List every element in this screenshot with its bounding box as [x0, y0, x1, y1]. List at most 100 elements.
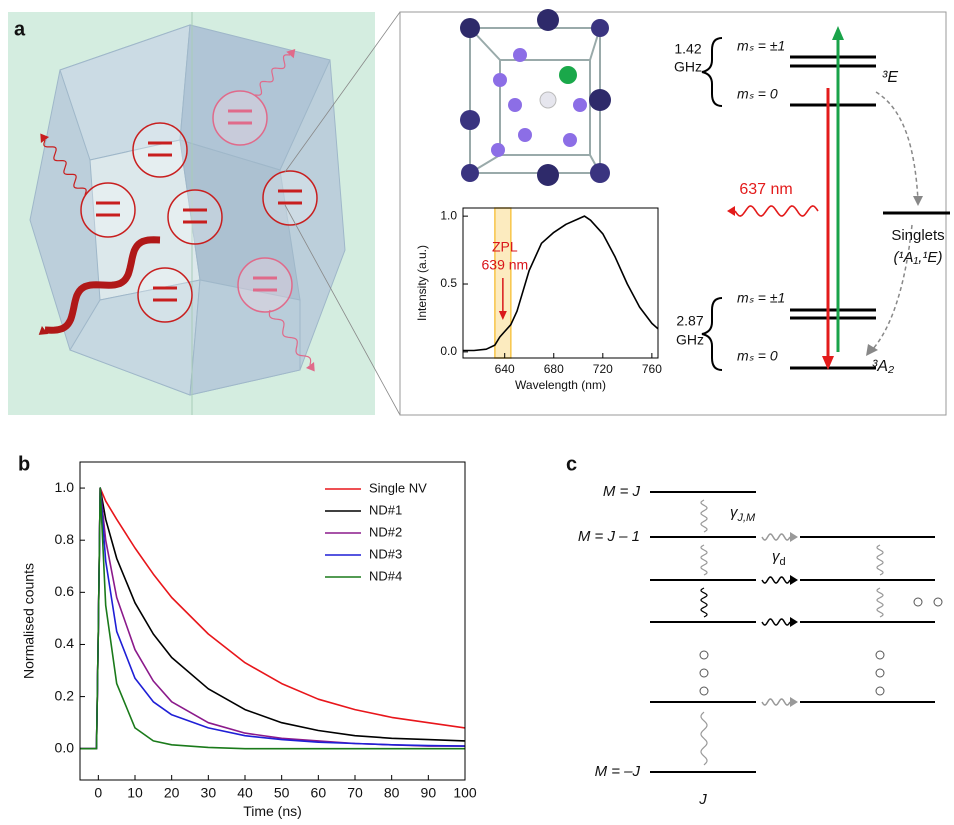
- level-label: M = J: [603, 483, 641, 500]
- state-label: (¹A₁,¹E): [894, 249, 943, 266]
- atom: [460, 18, 480, 38]
- legend-label: ND#4: [369, 568, 402, 583]
- nitrogen-atom: [559, 66, 577, 84]
- dephasing-arrow: [762, 577, 790, 583]
- series-line: [80, 488, 465, 749]
- legend-label: ND#2: [369, 524, 402, 539]
- series-line: [463, 216, 658, 350]
- x-tick-label: 40: [237, 785, 253, 801]
- x-tick-label: 70: [347, 785, 363, 801]
- page: html, body { margin: 0; padding: 0; back…: [0, 0, 954, 825]
- zoom-box: [400, 12, 946, 415]
- level-label: mₛ = 0: [737, 348, 778, 364]
- dot: [876, 669, 884, 677]
- atom: [513, 48, 527, 62]
- dephasing-arrow: [762, 619, 790, 625]
- level-diagram-labels: M = J M = J – 1 M = –J J γJ,M γd: [578, 483, 786, 808]
- atom: [573, 98, 587, 112]
- arrowhead: [913, 196, 923, 206]
- arrowhead: [790, 697, 798, 707]
- dot: [876, 651, 884, 659]
- nv-centre: [133, 123, 187, 177]
- rate-label: γd: [772, 548, 786, 568]
- dot: [700, 687, 708, 695]
- rate-subscript: d: [780, 556, 786, 568]
- y-tick-label: 0.8: [55, 531, 75, 547]
- brace: [702, 298, 722, 370]
- dephasing-arrow: [762, 534, 790, 540]
- plot-frame: [80, 462, 465, 780]
- atom: [518, 128, 532, 142]
- energy-labels: 1.42 GHz mₛ = ±1 mₛ = 0 ³E 637 nm Single…: [674, 38, 945, 376]
- x-tick-label: 30: [201, 785, 217, 801]
- unit: GHz: [676, 332, 704, 348]
- y-tick-label: 0.0: [55, 739, 75, 755]
- page-body: {"panel_labels": ["a", "b", "c"], "energ…: [0, 0, 954, 825]
- atom: [460, 110, 480, 130]
- unit: GHz: [674, 59, 702, 75]
- y-tick-label: 0.2: [55, 687, 75, 703]
- x-tick-label: 0: [94, 785, 102, 801]
- splitting: 2.87: [676, 313, 703, 329]
- brace: [702, 38, 722, 106]
- arrowhead: [790, 575, 798, 585]
- atom: [461, 164, 479, 182]
- isc-arrow: [876, 92, 918, 200]
- x-axis-label: Wavelength (nm): [515, 378, 606, 392]
- x-tick-label: 100: [453, 785, 477, 801]
- nv-centre: [238, 258, 292, 312]
- x-tick-label: 640: [495, 362, 515, 376]
- y-tick-label: 0.5: [440, 276, 457, 290]
- decay-arrow: [877, 588, 883, 617]
- arrowhead: [727, 206, 735, 216]
- atom: [590, 163, 610, 183]
- level-label: M = –J: [595, 763, 641, 780]
- atom: [537, 9, 559, 31]
- plot-frame: [463, 208, 658, 358]
- decay-arrow: [701, 500, 707, 532]
- x-tick-label: 760: [642, 362, 662, 376]
- dot: [876, 687, 884, 695]
- level-label: mₛ = 0: [737, 86, 778, 102]
- series-line: [80, 488, 465, 749]
- state-label: Singlets: [891, 227, 944, 244]
- dot: [700, 669, 708, 677]
- x-tick-label: 50: [274, 785, 290, 801]
- level-label: mₛ = ±1: [737, 290, 785, 306]
- emission-photon: [735, 206, 818, 216]
- decay-arrow: [701, 712, 707, 765]
- x-tick-label: 10: [127, 785, 143, 801]
- y-tick-label: 0.0: [440, 344, 457, 358]
- annotation: ZPL: [492, 239, 518, 255]
- vacancy: [540, 92, 556, 108]
- series-line: [80, 488, 465, 749]
- energy-levels: [790, 57, 950, 368]
- atom: [589, 89, 611, 111]
- x-tick-label: 680: [544, 362, 564, 376]
- rate-subscript: J,M: [737, 512, 757, 524]
- level-label: M = J – 1: [578, 528, 640, 545]
- atom: [537, 164, 559, 186]
- nv-centre: [168, 190, 222, 244]
- y-tick-label: 1.0: [440, 208, 457, 222]
- x-tick-label: 720: [593, 362, 613, 376]
- y-tick-label: 0.4: [55, 635, 75, 651]
- legend-label: ND#1: [369, 502, 402, 517]
- series-line: [80, 488, 465, 749]
- decay-arrow: [701, 545, 707, 575]
- atoms: [460, 9, 611, 186]
- y-tick-label: 1.0: [55, 479, 75, 495]
- state-label: ³A₂: [872, 358, 894, 375]
- emission-label: 637 nm: [739, 181, 792, 198]
- nv-centre: [213, 91, 267, 145]
- x-axis-label: Time (ns): [243, 803, 302, 819]
- splitting: 1.42: [674, 41, 701, 57]
- x-tick-label: 20: [164, 785, 180, 801]
- rate-label: γJ,M: [730, 504, 756, 524]
- panel-label: b: [18, 453, 30, 475]
- nv-centre: [81, 183, 135, 237]
- figure: a b c 1.42 GHz mₛ = ±1 mₛ = 0 ³E 637 nm …: [0, 0, 954, 825]
- level-label: mₛ = ±1: [737, 38, 785, 54]
- dephasing-arrow: [762, 699, 790, 705]
- series-line: [80, 488, 465, 749]
